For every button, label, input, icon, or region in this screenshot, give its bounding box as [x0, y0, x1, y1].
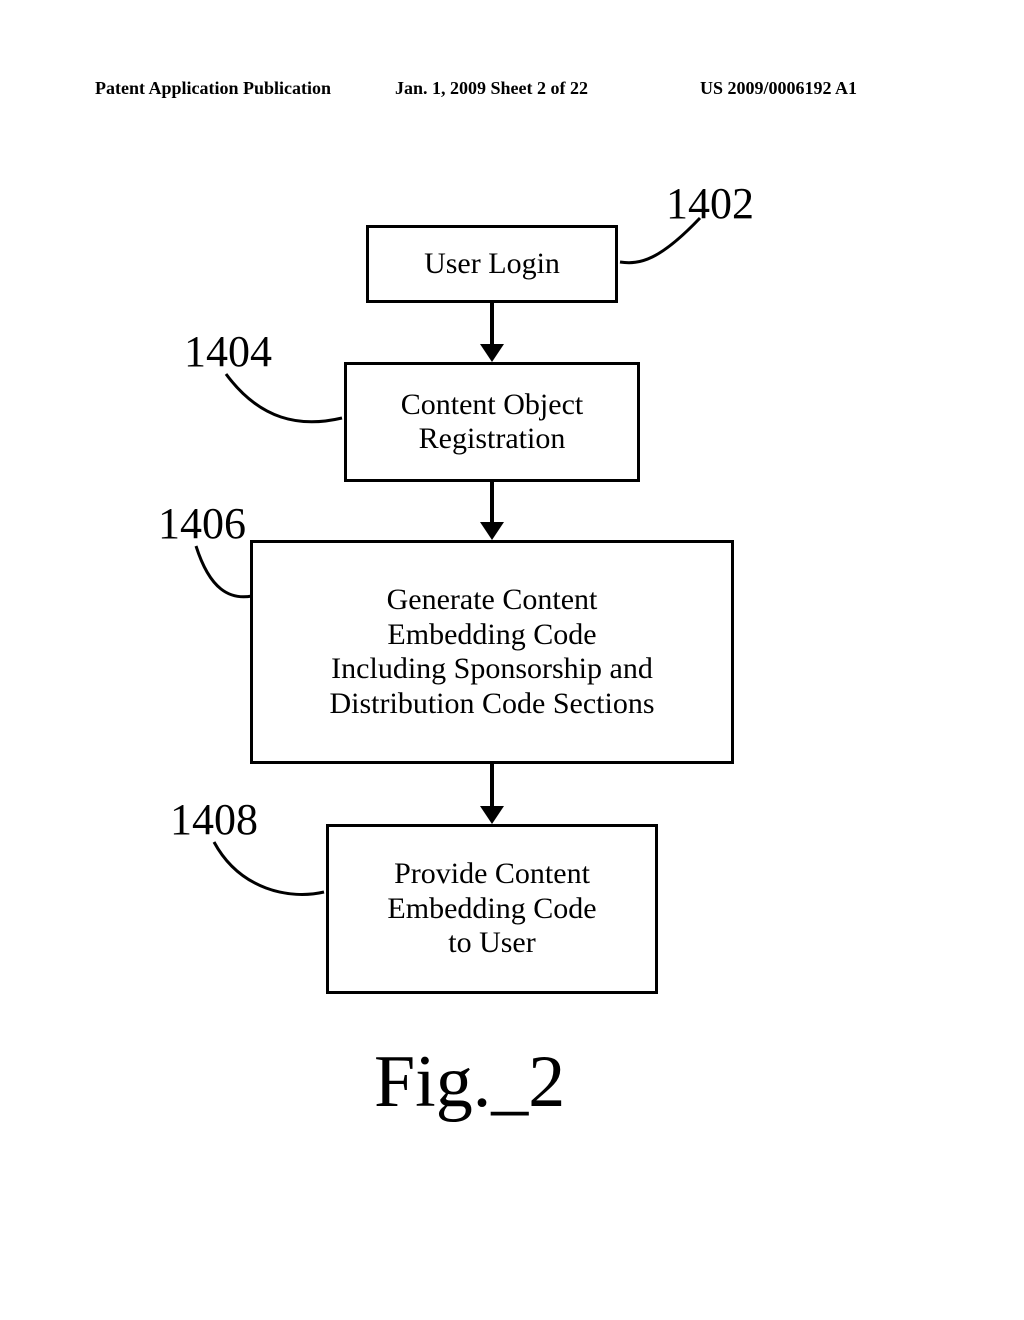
node-text: Including Sponsorship and: [331, 652, 653, 687]
ref-label-1404: 1404: [184, 326, 272, 377]
flow-node-1402: User Login: [366, 225, 618, 303]
flow-node-1408: Provide ContentEmbedding Codeto User: [326, 824, 658, 994]
node-text: Generate Content: [387, 583, 598, 618]
node-text: Provide Content: [394, 857, 590, 892]
node-text: to User: [448, 926, 535, 961]
flow-node-1406: Generate ContentEmbedding CodeIncluding …: [250, 540, 734, 764]
figure-caption: Fig._2: [374, 1040, 565, 1125]
node-text: Registration: [419, 422, 566, 457]
header-right: US 2009/0006192 A1: [700, 78, 857, 99]
header-mid: Jan. 1, 2009 Sheet 2 of 22: [395, 78, 588, 99]
header-left: Patent Application Publication: [95, 78, 331, 99]
ref-label-1408: 1408: [170, 794, 258, 845]
node-text: Embedding Code: [387, 892, 596, 927]
ref-label-1402: 1402: [666, 178, 754, 229]
flow-node-1404: Content ObjectRegistration: [344, 362, 640, 482]
node-text: Content Object: [401, 388, 583, 423]
ref-label-1406: 1406: [158, 498, 246, 549]
node-text: Embedding Code: [387, 618, 596, 653]
node-text: Distribution Code Sections: [330, 687, 655, 722]
node-text: User Login: [424, 247, 560, 282]
